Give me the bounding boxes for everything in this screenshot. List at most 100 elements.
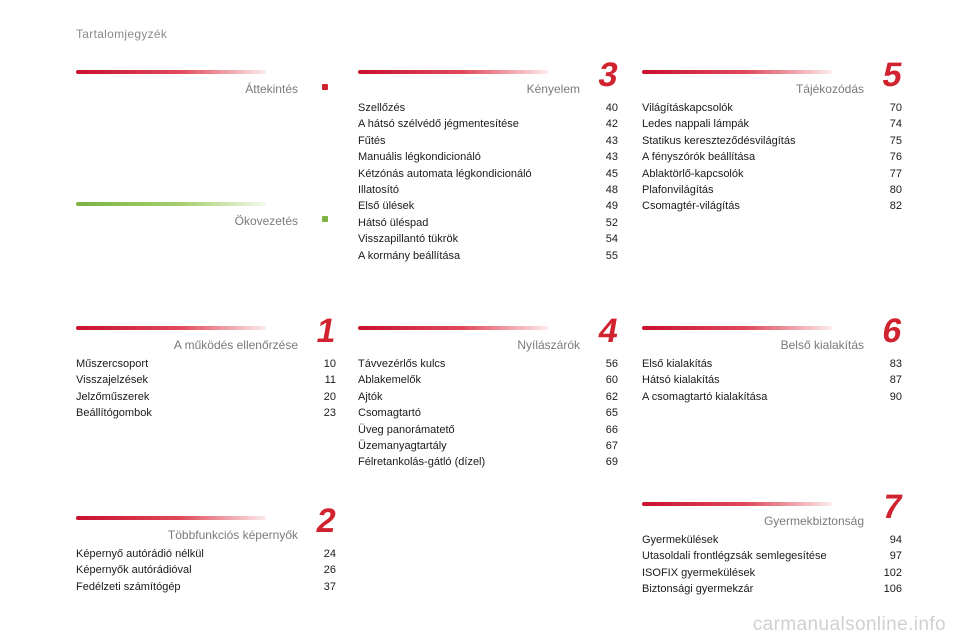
toc-entry-page: 76 [889,151,902,164]
toc-entry-label: Csomagtér-világítás [642,200,740,213]
toc-entry[interactable]: Első kialakítás 83 [642,356,902,372]
toc-entry[interactable]: Plafonvilágítás 80 [642,182,902,198]
toc-entry-page: 60 [605,374,618,387]
toc-entry-label: Első ülések [358,200,415,213]
section-entries: Képernyő autórádió nélkül 24 Képernyők au… [76,546,336,595]
toc-entry[interactable]: Csomagtér-világítás 82 [642,198,902,214]
toc-entry[interactable]: Hátsó üléspad 52 [358,215,618,231]
toc-entry[interactable]: A fényszórók beállítása 76 [642,149,902,165]
toc-entry-label: Utasoldali frontlégzsák semlegesítése [642,550,827,563]
toc-entry[interactable]: Üzemanyagtartály 67 [358,438,618,454]
toc-entry[interactable]: A hátsó szélvédő jégmentesítése 42 [358,116,618,132]
toc-entry-page: 37 [323,580,336,593]
toc-entry[interactable]: Csomagtartó 65 [358,405,618,421]
toc-entry-label: Fűtés [358,134,386,147]
toc-entry[interactable]: Beállítógombok 23 [76,405,336,421]
toc-entry-page: 56 [605,358,618,370]
toc-entry-label: A csomagtartó kialakítása [642,390,768,403]
toc-entry[interactable]: A kormány beállítása 55 [358,248,618,264]
toc-entry[interactable]: Visszapillantó tükrök 54 [358,231,618,247]
toc-entry[interactable]: Első ülések 49 [358,198,618,214]
toc-entry-label: ISOFIX gyermekülések [642,566,756,579]
toc-entry[interactable]: Ajtók 62 [358,389,618,405]
section-title: Áttekintés [245,82,298,96]
toc-entry-label: A fényszórók beállítása [642,151,756,164]
section-entries: Szellőzés 40 A hátsó szélvédő jégmentesít… [358,100,618,264]
toc-entry[interactable]: Kétzónás automata légkondicionáló 45 [358,166,618,182]
toc-entry-label: Ledes nappali lámpák [642,118,750,131]
section-bar [358,70,548,74]
toc-entry-label: Visszapillantó tükrök [358,233,459,246]
toc-entry-label: Szellőzés [358,102,406,114]
section-title: Többfunkciós képernyők [167,528,298,542]
page-title: Tartalomjegyzék [76,27,168,41]
toc-entry-page: 82 [889,200,902,213]
toc-entry-label: Csomagtartó [358,407,421,420]
toc-entry[interactable]: Utasoldali frontlégzsák semlegesítése 97 [642,548,902,564]
toc-entry-page: 54 [605,233,618,246]
toc-entry-page: 52 [605,216,618,229]
toc-entry-page: 66 [605,423,618,436]
toc-entry[interactable]: Fűtés 43 [358,133,618,149]
section-number: 6 [879,312,906,350]
toc-entry[interactable]: Visszajelzések 11 [76,372,336,388]
toc-entry-label: Távvezérlős kulcs [358,358,446,370]
toc-entry[interactable]: Statikus kereszteződésvilágítás 75 [642,133,902,149]
toc-entry[interactable]: Távvezérlős kulcs 56 [358,356,618,372]
toc-entry[interactable]: Biztonsági gyermekzár 106 [642,581,902,597]
toc-entry[interactable]: Üveg panorámatető 66 [358,422,618,438]
toc-entry-label: Hátsó üléspad [358,216,429,229]
toc-entry[interactable]: Világításkapcsolók 70 [642,100,902,116]
toc-entry[interactable]: Hátsó kialakítás 87 [642,372,902,388]
section-number: 4 [595,312,622,350]
toc-entry-page: 106 [883,583,902,596]
section-bar [76,516,266,520]
toc-entry-label: A hátsó szélvédő jégmentesítése [358,118,519,131]
toc-entry-label: Plafonvilágítás [642,184,714,197]
toc-entry-page: 20 [323,390,336,403]
toc-entry[interactable]: Ablaktörlő-kapcsolók 77 [642,166,902,182]
toc-entry[interactable]: Műszercsoport 10 [76,356,336,372]
section-bar [642,502,832,506]
toc-entry[interactable]: Jelzőműszerek 20 [76,389,336,405]
section-title: A működés ellenőrzése [173,338,298,352]
toc-entry[interactable]: Félretankolás-gátló (dízel) 69 [358,454,618,470]
section-bar [76,202,266,206]
section-title: Kényelem [526,82,580,96]
toc-entry-page: 45 [605,167,618,180]
toc-entry-label: Ablaktörlő-kapcsolók [642,167,744,180]
section-title: Nyílászárók [517,338,580,352]
section-number: 3 [595,56,622,94]
toc-entry-label: Első kialakítás [642,358,713,370]
toc-entry[interactable]: Ablakemelők 60 [358,372,618,388]
toc-entry[interactable]: Képernyők autórádióval 26 [76,562,336,578]
toc-entry[interactable]: Illatosító 48 [358,182,618,198]
toc-entry[interactable]: ISOFIX gyermekülések 102 [642,565,902,581]
section-number: 2 [313,502,340,540]
toc-entry-page: 42 [605,118,618,131]
toc-entry-page: 77 [889,167,902,180]
toc-entry[interactable]: Fedélzeti számítógép 37 [76,579,336,595]
toc-entry-label: Gyermekülések [642,534,719,546]
toc-entry[interactable]: Szellőzés 40 [358,100,618,116]
toc-entry-page: 48 [605,184,618,197]
section-number: 1 [313,312,340,350]
toc-entry-label: Manuális légkondicionáló [358,151,481,164]
toc-entry-label: Illatosító [358,184,399,197]
toc-entry-page: 87 [889,374,902,387]
toc-entry[interactable]: A csomagtartó kialakítása 90 [642,389,902,405]
section-entries: Távvezérlős kulcs 56 Ablakemelők 60 Ajtók 6… [358,356,618,471]
toc-entry[interactable]: Gyermekülések 94 [642,532,902,548]
toc-entry-page: 69 [605,456,618,469]
toc-entry-page: 24 [323,548,336,560]
toc-entry[interactable]: Ledes nappali lámpák 74 [642,116,902,132]
section-bar [642,70,832,74]
toc-entry-label: Képernyő autórádió nélkül [76,548,204,560]
section-bar [76,70,266,74]
toc-entry[interactable]: Képernyő autórádió nélkül 24 [76,546,336,562]
toc-entry-page: 75 [889,134,902,147]
section-bar [358,326,548,330]
toc-entry-page: 26 [323,564,336,577]
toc-entry-label: Képernyők autórádióval [76,564,192,577]
toc-entry[interactable]: Manuális légkondicionáló 43 [358,149,618,165]
